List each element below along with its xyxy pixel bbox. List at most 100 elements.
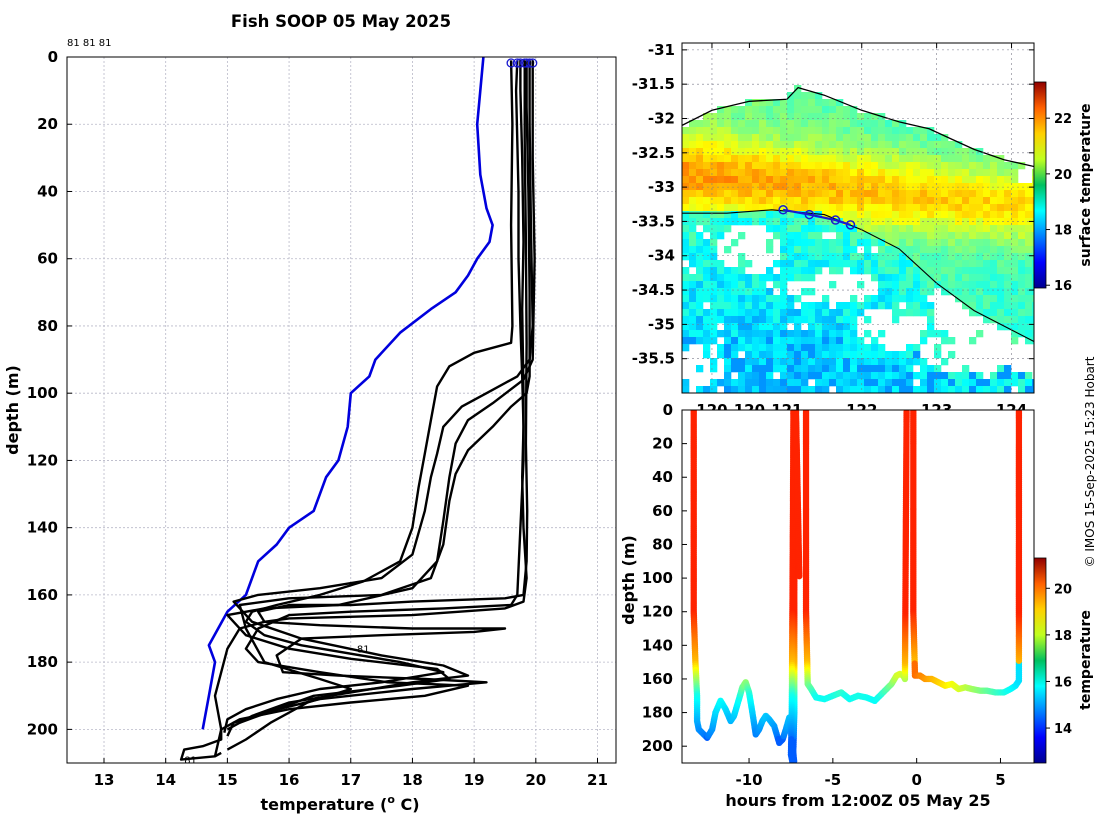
sst-cell — [752, 365, 760, 373]
sst-cell — [934, 197, 942, 205]
sst-cell — [920, 183, 928, 191]
sst-cell — [738, 274, 746, 282]
sst-cell — [738, 358, 746, 366]
sst-cell — [822, 295, 830, 303]
sst-cell — [983, 197, 991, 205]
sst-cell — [780, 211, 788, 219]
sst-cell — [906, 246, 914, 254]
sst-cell — [759, 155, 767, 163]
sst-cell — [801, 218, 809, 226]
sst-cell — [1011, 197, 1019, 205]
sst-cell — [878, 176, 886, 184]
sst-cell — [843, 218, 851, 226]
sst-cell — [710, 134, 718, 142]
sst-cell — [738, 134, 746, 142]
sst-cell — [913, 169, 921, 177]
sst-cell — [934, 246, 942, 254]
sst-cell — [724, 204, 732, 212]
sst-cell — [850, 148, 858, 156]
sst-cell — [962, 148, 970, 156]
sst-cell — [1018, 211, 1026, 219]
sst-cell — [962, 253, 970, 261]
sst-cell — [927, 211, 935, 219]
sst-cell — [794, 309, 802, 317]
sst-cell — [1025, 372, 1033, 380]
sst-cell — [843, 155, 851, 163]
map-y-tick-label: -35.5 — [632, 350, 675, 368]
sst-cell — [787, 344, 795, 352]
sst-cell — [815, 183, 823, 191]
sst-cell — [836, 372, 844, 380]
sst-cell — [864, 365, 872, 373]
sst-cell — [1025, 274, 1033, 282]
sst-cell — [780, 386, 788, 393]
sst-cell — [710, 274, 718, 282]
sst-cell — [941, 176, 949, 184]
sst-cell — [899, 281, 907, 289]
sst-cell — [738, 316, 746, 324]
sst-cell — [885, 372, 893, 380]
sst-cell — [934, 281, 942, 289]
sst-cell — [871, 260, 879, 268]
sst-cell — [717, 169, 725, 177]
sst-cell — [710, 379, 718, 387]
sst-cell — [948, 274, 956, 282]
sst-cell — [752, 162, 760, 170]
sst-cell — [885, 239, 893, 247]
sst-cell — [969, 295, 977, 303]
sst-cell — [899, 372, 907, 380]
sst-cell — [801, 162, 809, 170]
sst-cell — [948, 372, 956, 380]
sst-cell — [787, 386, 795, 393]
sst-cell — [969, 232, 977, 240]
sst-cell — [850, 232, 858, 240]
sst-cell — [710, 169, 718, 177]
profile-line — [179, 60, 525, 761]
sst-cell — [857, 344, 865, 352]
sst-cell — [808, 127, 816, 135]
section-point — [903, 410, 910, 416]
sst-cell — [689, 239, 697, 247]
sst-cell — [899, 176, 907, 184]
sst-cell — [843, 344, 851, 352]
sst-cell — [717, 302, 725, 310]
sst-cell — [731, 358, 739, 366]
sst-cell — [892, 267, 900, 275]
sst-cell — [976, 190, 984, 198]
sst-cell — [738, 232, 746, 240]
sst-cell — [1011, 372, 1019, 380]
sst-cell — [808, 344, 816, 352]
sst-cell — [710, 288, 718, 296]
sst-cell — [780, 225, 788, 233]
sst-cell — [752, 274, 760, 282]
sst-cell — [682, 337, 690, 345]
sst-cell — [934, 169, 942, 177]
sst-cell — [836, 225, 844, 233]
sst-cell — [703, 127, 711, 135]
sst-cell — [801, 260, 809, 268]
sst-cell — [934, 330, 942, 338]
sst-cell — [836, 337, 844, 345]
sst-cell — [808, 225, 816, 233]
sst-cell — [710, 302, 718, 310]
sst-cell — [871, 267, 879, 275]
sst-cell — [864, 232, 872, 240]
sst-cell — [906, 267, 914, 275]
sst-cell — [885, 211, 893, 219]
sst-cell — [801, 190, 809, 198]
sst-cell — [948, 204, 956, 212]
sst-cell — [885, 386, 893, 393]
sst-cell — [997, 190, 1005, 198]
section-points — [690, 410, 1023, 763]
sst-cell — [906, 365, 914, 373]
sst-cell — [969, 225, 977, 233]
sst-cell — [983, 302, 991, 310]
sst-cell — [1004, 204, 1012, 212]
sst-cell — [745, 351, 753, 359]
sst-cell — [843, 106, 851, 114]
sst-cell — [738, 281, 746, 289]
sst-cell — [710, 253, 718, 261]
sst-cell — [857, 232, 865, 240]
sst-cell — [843, 162, 851, 170]
sst-cell — [717, 316, 725, 324]
